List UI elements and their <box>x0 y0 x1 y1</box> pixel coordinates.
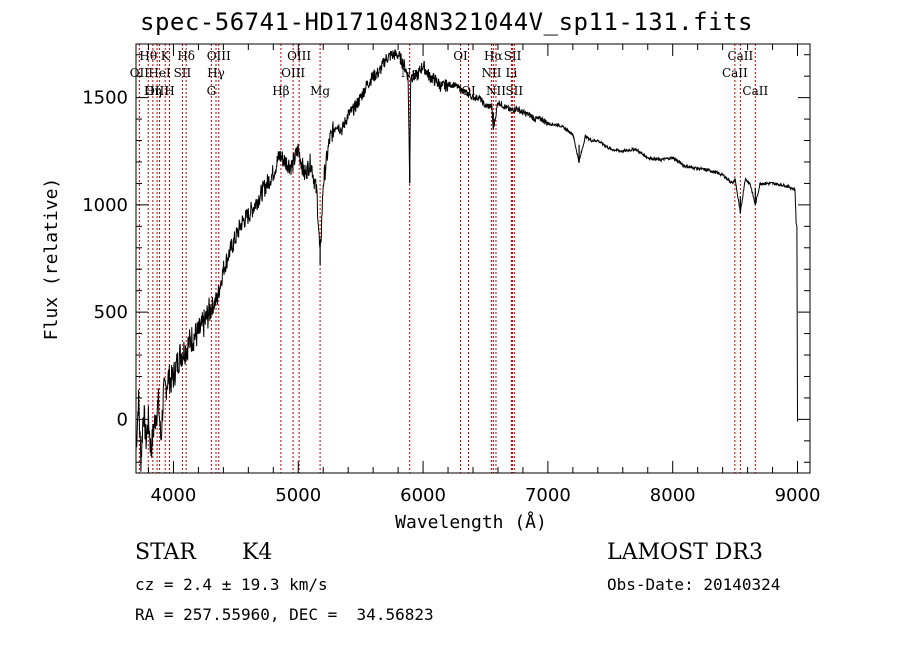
x-tick-label: 5000 <box>275 485 321 506</box>
x-axis-label: Wavelength (Å) <box>395 511 547 533</box>
line-label: SII <box>174 66 192 80</box>
y-tick-label: 1500 <box>82 88 128 109</box>
series-layer <box>135 49 798 472</box>
line-label: G <box>207 84 217 98</box>
x-tick-label: 7000 <box>525 485 571 506</box>
line-label: OI <box>461 84 476 98</box>
line-label: NII <box>481 66 501 80</box>
line-label: Mg <box>310 84 330 98</box>
line-label: NII <box>486 84 506 98</box>
chart-title: spec-56741-HD171048N321044V_sp11-131.fit… <box>140 8 753 36</box>
line-label: Hα <box>484 49 503 63</box>
line-markers <box>138 44 756 473</box>
line-label: Na <box>401 66 419 80</box>
subclass: K4 <box>242 540 273 565</box>
line-label: OIII <box>281 66 305 80</box>
line-label: OIII <box>207 49 231 63</box>
line-label: K <box>161 49 171 63</box>
plot-frame <box>135 43 811 474</box>
line-label: Hθ <box>139 49 157 63</box>
obs-date: Obs-Date: 20140324 <box>607 575 781 594</box>
line-label: OIII <box>287 49 311 63</box>
y-tick-label: 0 <box>117 409 128 430</box>
spectrum-line <box>135 49 798 472</box>
y-axis-label: Flux (relative) <box>41 178 62 341</box>
line-label: HeI <box>148 66 171 80</box>
line-label: H <box>164 84 174 98</box>
x-tick-label: 9000 <box>775 485 821 506</box>
line-label: Li <box>506 66 518 80</box>
line-label: CaII <box>722 66 748 80</box>
line-label: Hδ <box>177 49 195 63</box>
line-label: OII <box>130 66 150 80</box>
object-class: STAR <box>135 540 196 565</box>
survey-name: LAMOST DR3 <box>607 540 763 565</box>
line-label: Hη <box>144 84 162 98</box>
line-label: Hγ <box>207 66 225 80</box>
redshift-cz: cz = 2.4 ± 19.3 km/s <box>135 575 328 594</box>
x-tick-label: 4000 <box>151 485 197 506</box>
coordinates: RA = 257.55960, DEC = 34.56823 <box>135 605 434 624</box>
line-label: Hβ <box>272 84 289 98</box>
line-label: SII <box>505 84 523 98</box>
axes: 4000 5000 6000 7000 8000 9000 0 500 1000 1500 <box>82 43 821 506</box>
line-label: SII <box>504 49 522 63</box>
line-label: CaII <box>742 84 768 98</box>
x-tick-label: 6000 <box>400 485 446 506</box>
y-tick-label: 500 <box>94 302 128 323</box>
y-tick-label: 1000 <box>82 195 128 216</box>
line-label: CaII <box>727 49 753 63</box>
line-label: OI <box>453 49 468 63</box>
x-tick-label: 8000 <box>650 485 696 506</box>
line-label: OIII <box>145 84 169 98</box>
